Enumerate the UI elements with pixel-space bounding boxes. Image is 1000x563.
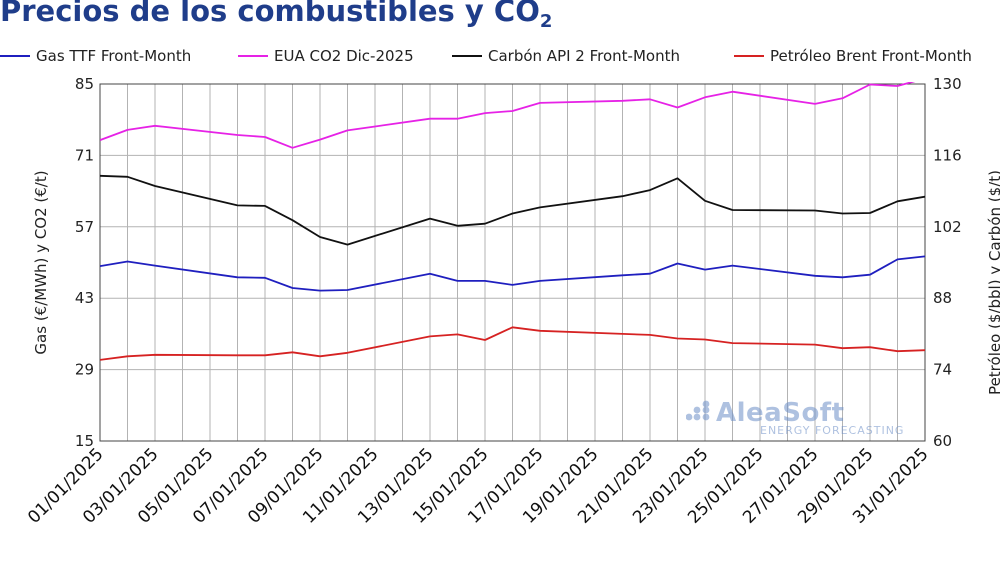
series-line-coal: [100, 174, 925, 246]
legend-label-coal: Carbón API 2 Front-Month: [488, 47, 680, 65]
series-line-brent: [100, 326, 925, 361]
legend-item-coal: Carbón API 2 Front-Month: [452, 47, 680, 65]
y-right-tick-label: 60: [933, 432, 952, 450]
chart-title-text: Precios de los combustibles y CO: [0, 0, 540, 28]
y-right-tick-label: 130: [933, 75, 962, 93]
legend-item-brent: Petróleo Brent Front-Month: [734, 47, 972, 65]
y-right-tick-label: 88: [933, 289, 952, 307]
y-left-axis-title: Gas (€/MWh) y CO2 (€/t): [32, 170, 50, 354]
y-right-tick-label: 116: [933, 146, 962, 164]
legend-label-gas: Gas TTF Front-Month: [36, 47, 192, 65]
y-right-tick-label: 102: [933, 218, 962, 236]
y-left-tick-label: 43: [75, 289, 94, 307]
legend-label-co2: EUA CO2 Dic-2025: [274, 47, 414, 65]
chart-title: Precios de los combustibles y CO2: [0, 0, 552, 32]
legend-swatch-brent: [734, 55, 764, 57]
plot-frame: [99, 83, 926, 442]
y-left-tick-label: 85: [75, 75, 94, 93]
legend-label-brent: Petróleo Brent Front-Month: [770, 47, 972, 65]
y-right-axis-title: Petróleo ($/bbl) y Carbón ($/t): [986, 170, 1000, 395]
chart-legend: Gas TTF Front-Month EUA CO2 Dic-2025 Car…: [0, 47, 1000, 69]
series-line-co2: [100, 82, 916, 149]
logo-tagline: ENERGY FORECASTING: [760, 424, 905, 437]
y-left-tick-label: 29: [75, 361, 94, 379]
chart-title-subscript: 2: [539, 11, 553, 32]
legend-swatch-gas: [0, 55, 30, 57]
y-right-tick-label: 74: [933, 361, 952, 379]
series-line-gas: [100, 255, 925, 292]
logo-brand: AleaSoft: [716, 398, 845, 428]
aleasoft-dots-icon: [686, 400, 710, 421]
legend-swatch-co2: [238, 55, 268, 57]
legend-item-co2: EUA CO2 Dic-2025: [238, 47, 414, 65]
y-left-tick-label: 57: [75, 218, 94, 236]
legend-swatch-coal: [452, 55, 482, 57]
legend-item-gas: Gas TTF Front-Month: [0, 47, 191, 65]
y-left-tick-label: 15: [75, 432, 94, 450]
y-left-tick-label: 71: [75, 146, 94, 164]
